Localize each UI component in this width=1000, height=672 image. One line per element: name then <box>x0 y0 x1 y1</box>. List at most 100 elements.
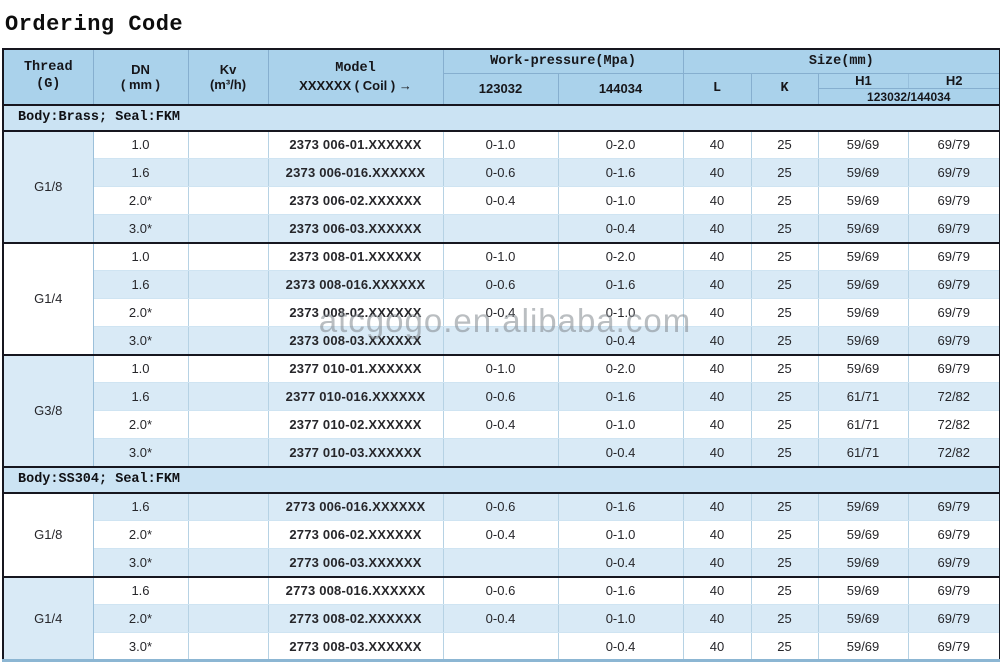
l-cell: 40 <box>682 270 752 299</box>
h1-cell: 59/69 <box>817 604 909 633</box>
header-thread-line1: Thread <box>23 59 73 75</box>
l-cell: 40 <box>682 491 752 521</box>
pressure-123032-cell <box>442 438 559 467</box>
pressure-144034-cell: 0-1.0 <box>557 410 684 439</box>
h2-cell: 69/79 <box>907 353 1000 383</box>
header-kv-line1: Kv <box>219 61 237 77</box>
l-cell: 40 <box>682 548 752 577</box>
header-model-line2: XXXXXX ( Coil ) → <box>299 77 412 93</box>
header-wp-123032: 123032 <box>442 72 559 105</box>
pressure-123032-cell <box>442 326 559 355</box>
h2-cell: 69/79 <box>907 158 1000 187</box>
pressure-144034-cell: 0-1.6 <box>557 575 684 605</box>
table-row: 3.0* 2373 008-03.XXXXXX 0-0.4 40 25 59/69 69/7… <box>3 326 1000 355</box>
table-row: 3.0* 2373 006-03.XXXXXX 0-0.4 40 25 59/69 69/7… <box>3 214 1000 243</box>
h2-cell: 69/79 <box>907 491 1000 521</box>
model-cell: 2773 006-02.XXXXXX <box>267 520 444 549</box>
dn-cell: 2.0* <box>92 604 189 633</box>
h1-cell: 59/69 <box>817 186 909 215</box>
kv-cell <box>187 604 269 633</box>
header-model-line1: Model <box>335 60 376 76</box>
kv-cell <box>187 548 269 577</box>
h2-cell: 72/82 <box>907 410 1000 439</box>
model-cell: 2773 006-016.XXXXXX <box>267 491 444 521</box>
dn-cell: 1.6 <box>92 270 189 299</box>
section-row: Body:SS304; Seal:FKM <box>2 465 1000 494</box>
pressure-123032-cell: 0-0.4 <box>442 604 559 633</box>
pressure-144034-cell: 0-2.0 <box>557 129 684 159</box>
dn-cell: 2.0* <box>92 186 189 215</box>
thread-group-cell: G1/4 <box>2 575 94 661</box>
l-cell: 40 <box>682 632 752 661</box>
header-thread-line2: (G) <box>36 76 61 92</box>
model-cell: 2377 010-016.XXXXXX <box>267 382 444 411</box>
dn-cell: 2.0* <box>92 520 189 549</box>
header-col-h2: H2 <box>945 73 963 88</box>
k-cell: 25 <box>750 326 819 355</box>
l-cell: 40 <box>682 604 752 633</box>
h2-cell: 69/79 <box>907 575 1000 605</box>
kv-cell <box>187 575 269 605</box>
section-label: Body:SS304; Seal:FKM <box>2 465 1000 494</box>
pressure-144034-cell: 0-2.0 <box>557 353 684 383</box>
k-cell: 25 <box>750 604 819 633</box>
dn-cell: 1.0 <box>92 129 189 159</box>
l-cell: 40 <box>682 186 752 215</box>
kv-cell <box>187 186 269 215</box>
dn-cell: 1.6 <box>92 382 189 411</box>
k-cell: 25 <box>750 520 819 549</box>
model-cell: 2373 006-02.XXXXXX <box>267 186 444 215</box>
h1-cell: 59/69 <box>817 548 909 577</box>
pressure-123032-cell: 0-1.0 <box>442 129 559 159</box>
model-cell: 2373 008-03.XXXXXX <box>267 326 444 355</box>
kv-cell <box>187 353 269 383</box>
l-cell: 40 <box>682 353 752 383</box>
dn-cell: 3.0* <box>92 632 189 661</box>
l-cell: 40 <box>682 382 752 411</box>
table-row: G1/8 1.6 2773 006-016.XXXXXX 0-0.6 0-1.6 40 25… <box>2 491 1000 577</box>
header-col-k: K <box>750 72 819 105</box>
h2-cell: 69/79 <box>907 129 1000 159</box>
model-cell: 2377 010-01.XXXXXX <box>267 353 444 383</box>
h1-cell: 59/69 <box>817 214 909 243</box>
k-cell: 25 <box>750 353 819 383</box>
pressure-123032-cell: 0-0.6 <box>442 382 559 411</box>
h1-cell: 61/71 <box>817 382 909 411</box>
pressure-123032-cell: 0-0.6 <box>442 270 559 299</box>
h1-cell: 59/69 <box>817 158 909 187</box>
h2-cell: 69/79 <box>907 632 1000 661</box>
h1-cell: 59/69 <box>817 575 909 605</box>
header-model: Model XXXXXX ( Coil ) → <box>267 48 444 105</box>
section-row: Body:Brass; Seal:FKM <box>2 103 1000 132</box>
model-cell: 2773 008-03.XXXXXX <box>267 632 444 661</box>
h2-cell: 69/79 <box>907 241 1000 271</box>
header-h1-h2: H1 H2 123032/144034 <box>817 72 1000 105</box>
thread-group-cell: G1/8 <box>2 491 94 577</box>
kv-cell <box>187 241 269 271</box>
pressure-144034-cell: 0-0.4 <box>557 632 684 661</box>
pressure-144034-cell: 0-0.4 <box>557 438 684 467</box>
pressure-123032-cell <box>442 214 559 243</box>
pressure-144034-cell: 0-0.4 <box>557 214 684 243</box>
kv-cell <box>187 382 269 411</box>
model-cell: 2773 008-016.XXXXXX <box>267 575 444 605</box>
table-row: 3.0* 2377 010-03.XXXXXX 0-0.4 40 25 61/71 72/8… <box>3 438 1000 467</box>
pressure-123032-cell <box>442 548 559 577</box>
dn-cell: 3.0* <box>92 548 189 577</box>
h2-cell: 69/79 <box>907 326 1000 355</box>
h2-cell: 69/79 <box>907 298 1000 327</box>
h1-cell: 59/69 <box>817 491 909 521</box>
header-dn-line2: ( mm ) <box>121 76 160 92</box>
pressure-144034-cell: 0-1.0 <box>557 298 684 327</box>
dn-cell: 3.0* <box>92 214 189 243</box>
k-cell: 25 <box>750 214 819 243</box>
pressure-123032-cell: 0-0.4 <box>442 410 559 439</box>
dn-cell: 1.0 <box>92 353 189 383</box>
thread-group-cell: G1/4 <box>2 241 94 355</box>
h2-cell: 69/79 <box>907 520 1000 549</box>
h1-cell: 59/69 <box>817 520 909 549</box>
kv-cell <box>187 326 269 355</box>
header-h-sub: 123032/144034 <box>867 89 951 104</box>
k-cell: 25 <box>750 632 819 661</box>
k-cell: 25 <box>750 491 819 521</box>
